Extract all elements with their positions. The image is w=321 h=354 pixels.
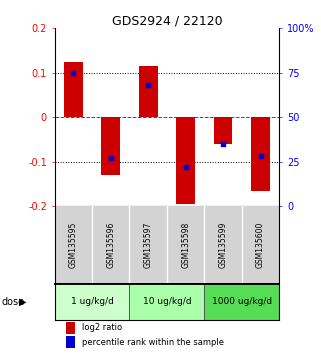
Bar	[66, 336, 75, 348]
Text: GSM135597: GSM135597	[144, 222, 153, 268]
Bar	[66, 322, 75, 334]
Text: percentile rank within the sample: percentile rank within the sample	[82, 338, 223, 347]
Bar	[139, 66, 158, 117]
Point	[108, 155, 113, 161]
Text: dose: dose	[2, 297, 25, 307]
Bar	[176, 117, 195, 204]
Text: log2 ratio: log2 ratio	[82, 323, 122, 332]
Text: GSM135600: GSM135600	[256, 222, 265, 268]
Point	[258, 153, 263, 159]
Text: GSM135599: GSM135599	[219, 222, 228, 268]
Point	[71, 70, 76, 76]
Text: 1000 ug/kg/d: 1000 ug/kg/d	[212, 297, 272, 306]
Point	[146, 82, 151, 88]
Point	[221, 141, 226, 147]
Bar	[55, 284, 129, 320]
Bar	[204, 284, 279, 320]
Text: ▶: ▶	[19, 297, 26, 307]
Bar	[64, 62, 83, 117]
Point	[183, 164, 188, 170]
Bar	[251, 117, 270, 190]
Bar	[101, 117, 120, 175]
Text: GSM135598: GSM135598	[181, 222, 190, 268]
Title: GDS2924 / 22120: GDS2924 / 22120	[112, 14, 222, 27]
Text: 1 ug/kg/d: 1 ug/kg/d	[71, 297, 113, 306]
Text: GSM135595: GSM135595	[69, 222, 78, 268]
Text: 10 ug/kg/d: 10 ug/kg/d	[143, 297, 191, 306]
Bar	[214, 117, 232, 144]
Text: GSM135596: GSM135596	[106, 222, 115, 268]
Bar	[129, 284, 204, 320]
